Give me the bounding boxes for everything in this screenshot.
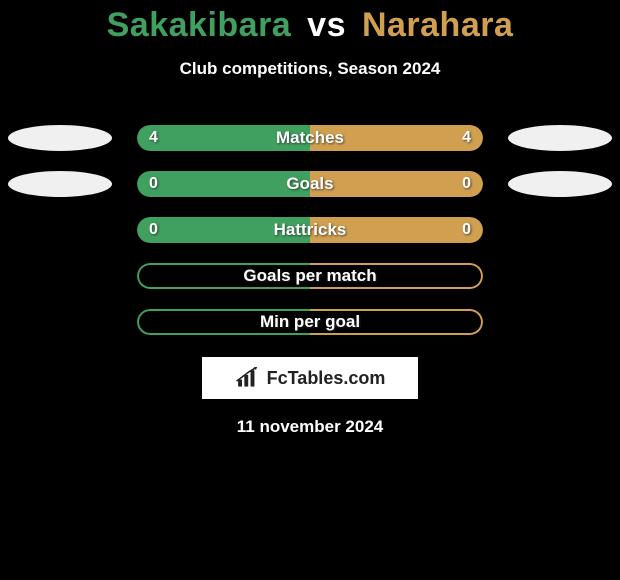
stat-label: Goals per match — [137, 263, 483, 289]
logo-box: FcTables.com — [202, 357, 418, 399]
ellipse-left — [8, 125, 112, 151]
stat-row: 00Goals — [0, 171, 620, 197]
stat-row: Goals per match — [0, 263, 620, 289]
title-player2: Narahara — [362, 6, 513, 44]
stat-bar: Min per goal — [137, 309, 483, 335]
logo: FcTables.com — [235, 367, 386, 389]
stat-label: Goals — [137, 171, 483, 197]
title-player1: Sakakibara — [107, 6, 292, 44]
stat-label: Hattricks — [137, 217, 483, 243]
stat-bar: 44Matches — [137, 125, 483, 151]
logo-text: FcTables.com — [267, 368, 386, 389]
ellipse-right — [508, 171, 612, 197]
date-text: 11 november 2024 — [0, 417, 620, 437]
stat-bar: Goals per match — [137, 263, 483, 289]
stat-row: 00Hattricks — [0, 217, 620, 243]
stat-label: Min per goal — [137, 309, 483, 335]
stat-bar: 00Goals — [137, 171, 483, 197]
stat-label: Matches — [137, 125, 483, 151]
bar-chart-icon — [235, 367, 263, 389]
stat-rows: 44Matches 00Goals 00Hattricks Goals per mat… — [0, 125, 620, 335]
comparison-infographic: Sakakibara vs Narahara Club competitions… — [0, 0, 620, 580]
stat-row: 44Matches — [0, 125, 620, 151]
title-vs: vs — [307, 6, 346, 44]
page-title: Sakakibara vs Narahara — [0, 6, 620, 45]
subtitle: Club competitions, Season 2024 — [0, 59, 620, 79]
stat-bar: 00Hattricks — [137, 217, 483, 243]
ellipse-left — [8, 171, 112, 197]
stat-row: Min per goal — [0, 309, 620, 335]
ellipse-right — [508, 125, 612, 151]
